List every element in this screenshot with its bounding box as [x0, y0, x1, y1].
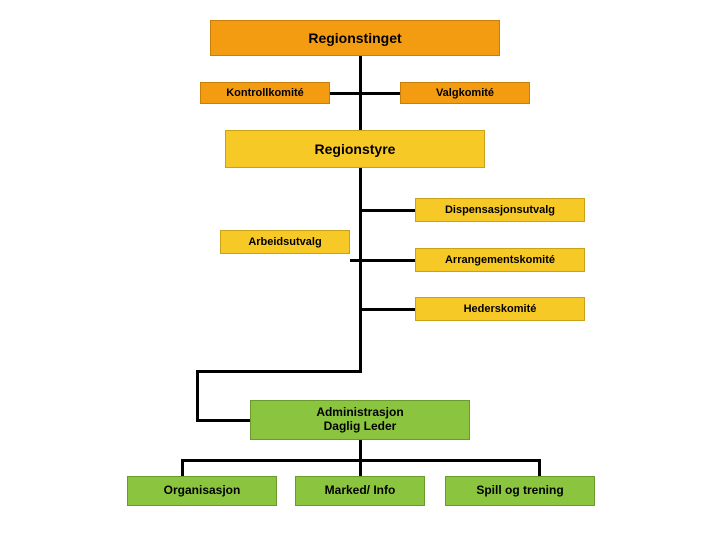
edge: [181, 459, 184, 476]
node-label: Marked/ Info: [325, 484, 396, 498]
edge: [359, 440, 362, 461]
node-regionstyre: Regionstyre: [225, 130, 485, 168]
node-regionstinget: Regionstinget: [210, 20, 500, 56]
node-label: Organisasjon: [164, 484, 241, 498]
edge: [538, 459, 541, 476]
org-chart-canvas: Regionstinget Kontrollkomité Valgkomité …: [0, 0, 720, 540]
edge: [350, 259, 415, 262]
node-administrasjon: Administrasjon Daglig Leder: [250, 400, 470, 440]
node-hederskomite: Hederskomité: [415, 297, 585, 321]
node-label: Kontrollkomité: [226, 87, 304, 100]
node-label: Dispensasjonsutvalg: [445, 204, 555, 217]
node-label: Arrangementskomité: [445, 254, 555, 267]
node-label: Administrasjon Daglig Leder: [316, 406, 403, 434]
node-label: Spill og trening: [476, 484, 563, 498]
node-organisasjon: Organisasjon: [127, 476, 277, 506]
node-label: Regionstinget: [308, 30, 401, 46]
node-arrangementskomite: Arrangementskomité: [415, 248, 585, 272]
edge: [359, 209, 415, 212]
node-label: Arbeidsutvalg: [248, 236, 321, 249]
node-spill: Spill og trening: [445, 476, 595, 506]
edge: [196, 419, 250, 422]
node-dispensasjonsutvalg: Dispensasjonsutvalg: [415, 198, 585, 222]
edge: [359, 308, 415, 311]
node-arbeidsutvalg: Arbeidsutvalg: [220, 230, 350, 254]
edge: [330, 92, 400, 95]
node-label: Regionstyre: [315, 141, 396, 157]
node-marked: Marked/ Info: [295, 476, 425, 506]
edge: [359, 168, 362, 370]
edge: [196, 370, 199, 420]
node-valgkomite: Valgkomité: [400, 82, 530, 104]
edge: [196, 370, 362, 373]
edge: [359, 459, 362, 476]
node-kontrollkomite: Kontrollkomité: [200, 82, 330, 104]
node-label: Hederskomité: [464, 303, 537, 316]
node-label: Valgkomité: [436, 87, 494, 100]
